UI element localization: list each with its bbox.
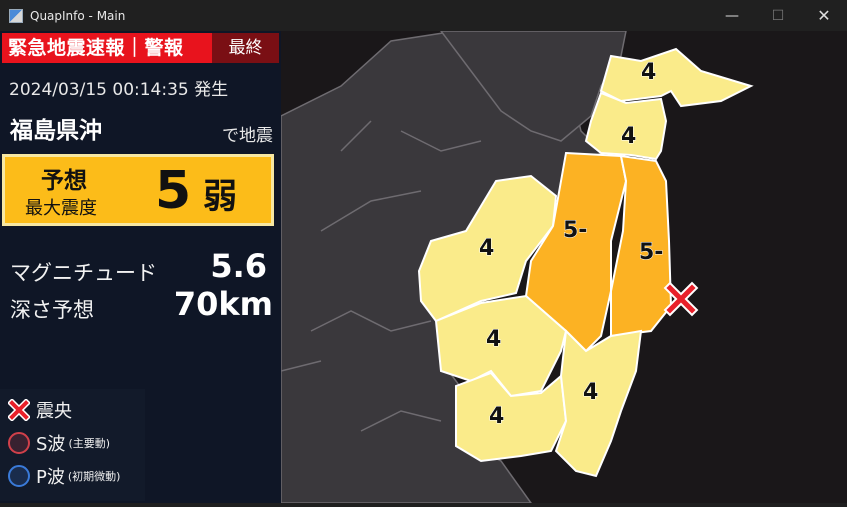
info-panel: 緊急地震速報｜警報 最終 2024/03/15 00:14:35 発生 福島県沖… [0, 31, 281, 503]
legend-p-wave-label: P波 [36, 467, 65, 488]
s-wave-circle-icon [8, 432, 30, 454]
intensity-value: 5 [155, 161, 192, 221]
epicenter-region: 福島県沖 [10, 118, 102, 144]
area-fukushima-west[interactable] [434, 294, 568, 398]
p-wave-circle-icon [8, 465, 30, 487]
area-fukushima-coast[interactable] [554, 328, 643, 478]
area-label-miyagi-inland: 5- [563, 218, 587, 243]
area-label-fukushima-west: 4 [486, 327, 501, 352]
window-title-bar[interactable]: QuapInfo - Main — ☐ ✕ [0, 0, 847, 31]
area-miyagi-coast[interactable] [610, 154, 673, 338]
origin-time: 2024/03/15 00:14:35 発生 [9, 80, 229, 100]
alert-title: 緊急地震速報｜警報 [2, 33, 212, 63]
area-label-fukushima-coast: 4 [583, 380, 598, 405]
borders-west [280, 120, 482, 432]
region-suffix: で地震 [222, 126, 273, 146]
alert-header: 緊急地震速報｜警報 最終 [2, 33, 279, 63]
epicenter-cross-icon [8, 399, 30, 421]
intensity-label-forecast: 予想 [41, 168, 87, 194]
legend-epicenter-label: 震央 [36, 401, 72, 422]
legend-s-wave-label: S波 [36, 434, 66, 455]
area-iwate[interactable] [584, 91, 668, 161]
legend-s-wave-note: (主要動) [68, 437, 111, 450]
magnitude-value: 5.6 [210, 247, 267, 285]
alert-status-badge: 最終 [212, 33, 279, 63]
minimize-button[interactable]: — [725, 7, 739, 24]
legend-s-wave: S波 (主要動) [8, 430, 110, 456]
legend-p-wave: P波 (初期微動) [8, 463, 120, 489]
intensity-map[interactable]: 4 4 4 5- 5- 4 4 4 [280, 30, 847, 504]
area-label-yamagata: 4 [479, 236, 494, 261]
maximize-button[interactable]: ☐ [771, 7, 785, 24]
map-legend: 震央 S波 (主要動) P波 (初期微動) [0, 389, 145, 501]
area-aomori[interactable] [599, 47, 754, 108]
legend-p-wave-note: (初期微動) [67, 470, 121, 483]
close-button[interactable]: ✕ [817, 6, 831, 25]
depth-value: 70km [173, 285, 273, 323]
area-yamagata[interactable] [417, 174, 558, 323]
magnitude-label: マグニチュード [10, 261, 157, 285]
intensity-label-max: 最大震度 [25, 198, 97, 219]
legend-epicenter: 震央 [8, 397, 72, 423]
depth-label: 深さ予想 [10, 298, 94, 322]
area-label-fukushima-mid: 4 [489, 404, 504, 429]
window-title: QuapInfo - Main [30, 8, 126, 23]
land-north [439, 30, 627, 142]
map-svg[interactable]: 4 4 4 5- 5- 4 4 4 [280, 30, 847, 504]
intensity-suffix: 弱 [203, 177, 237, 217]
max-intensity-box: 予想 最大震度 5 弱 [2, 154, 274, 226]
app-icon [9, 8, 23, 23]
epicenter-marker[interactable] [663, 281, 699, 317]
area-label-aomori: 4 [641, 60, 656, 85]
area-label-miyagi-coast: 5- [639, 240, 663, 265]
area-label-iwate: 4 [621, 124, 636, 149]
